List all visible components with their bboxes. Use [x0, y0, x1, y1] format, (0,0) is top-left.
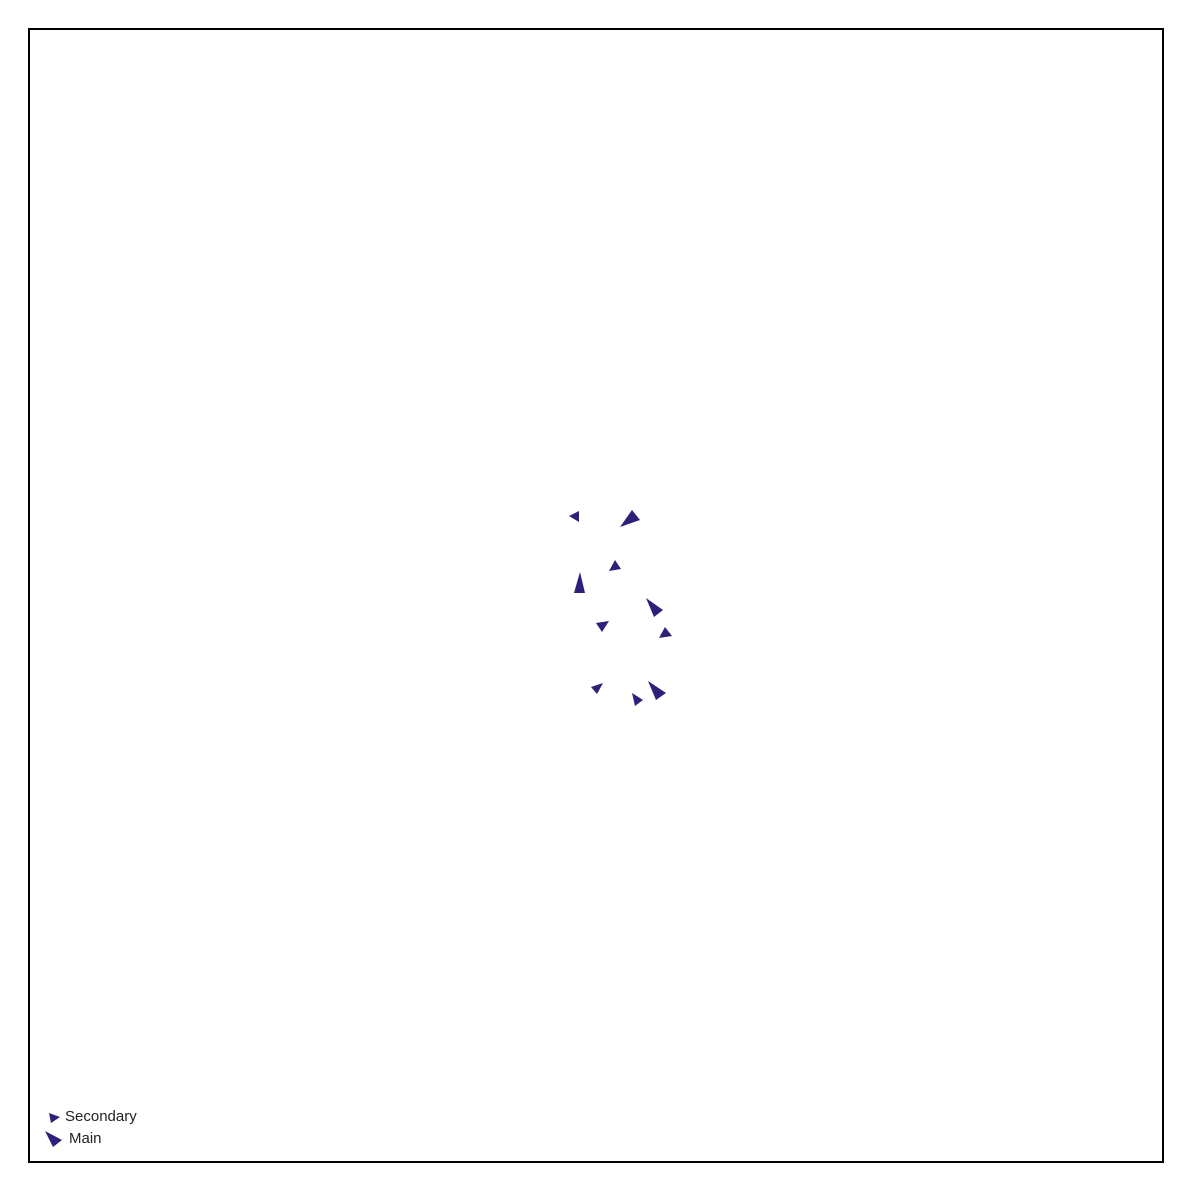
legend: Secondary Main [45, 1108, 137, 1147]
secondary-marker-6 [632, 693, 643, 706]
secondary-marker-3 [596, 621, 609, 632]
legend-main-icon [45, 1131, 62, 1147]
marker-layer [569, 510, 672, 706]
secondary-marker-4 [659, 627, 672, 638]
main-marker-2 [574, 572, 585, 593]
legend-main-label: Main [69, 1130, 102, 1147]
legend-secondary-label: Secondary [65, 1108, 137, 1125]
main-marker-3 [646, 598, 663, 617]
legend-secondary-icon [49, 1113, 60, 1123]
plot-frame [28, 28, 1164, 1163]
secondary-marker-1 [569, 511, 579, 522]
main-marker-4 [648, 681, 666, 700]
secondary-marker-2 [609, 560, 621, 571]
secondary-marker-5 [591, 683, 603, 694]
main-marker-1 [620, 510, 640, 527]
